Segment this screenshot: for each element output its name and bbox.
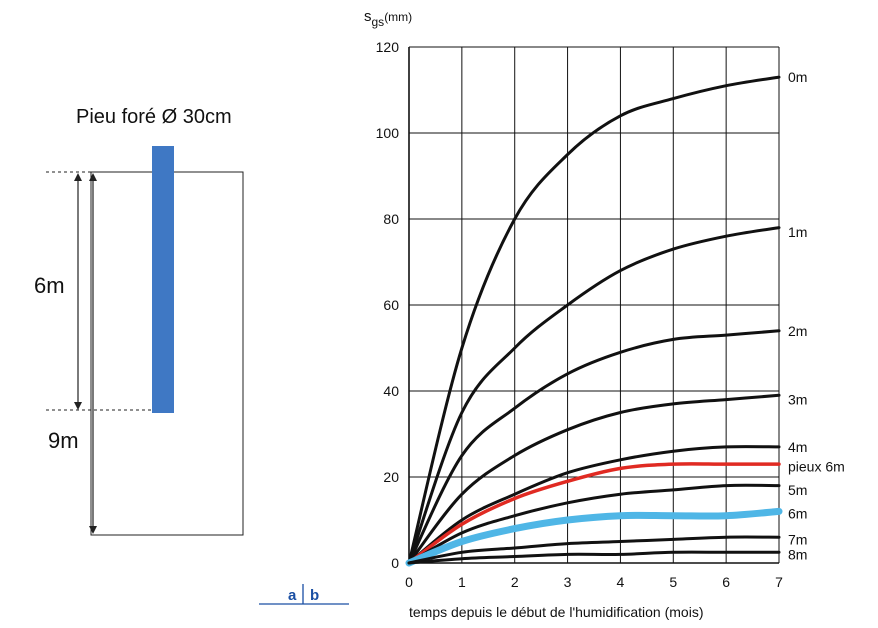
series-line-6m [405,507,783,567]
series-lines [405,75,783,567]
pile-title: Pieu foré Ø 30cm [76,106,232,128]
curve-label: 1m [788,224,807,240]
dim-label-9m: 9m [48,428,79,453]
y-axis-label: sgs(mm) [364,8,412,29]
curve-label: 4m [788,439,807,455]
x-tick-label: 7 [775,574,783,590]
settlement-chart: 0 1 2 3 4 5 6 7 0 20 40 60 80 100 120 0m 1m 2m 3m 4m pieux … [364,8,845,620]
curve-label: 7m [788,531,807,547]
y-tick-label: 20 [383,469,399,485]
y-tick-label: 40 [383,383,399,399]
x-tick-label: 5 [669,574,677,590]
x-tick-label: 4 [617,574,625,590]
series-line-5m [407,483,781,565]
curve-label: 8m [788,546,807,562]
arrowhead [74,173,82,181]
tick-labels: 0 1 2 3 4 5 6 7 0 20 40 60 80 100 120 [376,39,783,590]
y-tick-label: 60 [383,297,399,313]
curve-label: pieux 6m [788,458,845,474]
curve-label: 5m [788,482,807,498]
curve-label: 3m [788,392,807,408]
dim-label-6m: 6m [34,273,65,298]
curve-label: 0m [788,69,807,85]
x-tick-label: 1 [458,574,466,590]
arrowhead [89,173,97,181]
y-tick-label: 120 [376,39,400,55]
panel-marker: a b [259,584,349,605]
x-tick-label: 6 [722,574,730,590]
curve-label: 6m [788,506,807,522]
x-axis-label: temps depuis le début de l'humidificatio… [409,604,704,620]
arrowhead [74,402,82,410]
x-tick-label: 3 [564,574,572,590]
y-tick-label: 80 [383,211,399,227]
y-tick-label: 0 [391,555,399,571]
curve-label: 2m [788,323,807,339]
x-tick-label: 0 [405,574,413,590]
panel-label-b: b [310,587,319,604]
series-line-7m [407,535,781,565]
series-line-8m [407,550,781,565]
pile-body [152,146,174,413]
y-tick-label: 100 [376,125,400,141]
arrowhead [89,526,97,534]
panel-label-a: a [288,587,297,604]
pile-schematic: Pieu foré Ø 30cm 6m 9m [34,106,244,536]
x-tick-label: 2 [511,574,519,590]
grid [408,46,780,564]
